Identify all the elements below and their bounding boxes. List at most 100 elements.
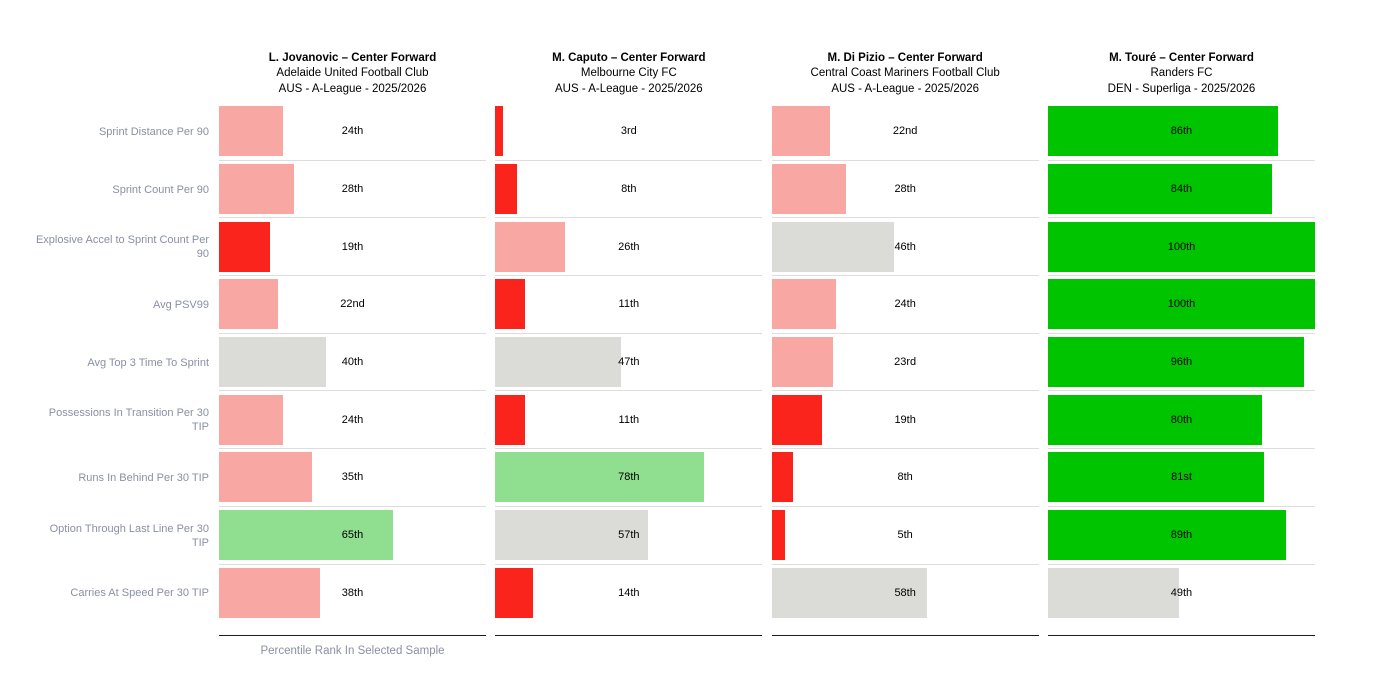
bar-cell: 11th: [495, 391, 763, 450]
percentile-value: 28th: [341, 183, 364, 196]
percentile-bar: [219, 568, 321, 619]
percentile-bar: [219, 337, 326, 388]
percentile-value: 35th: [341, 471, 364, 484]
bar-cell: 65th: [219, 507, 486, 565]
player-league: AUS - A-League - 2025/2026: [278, 82, 427, 95]
percentile-bar: [771, 221, 895, 272]
bar-cell: 23rd: [771, 334, 1039, 392]
percentile-bar: [771, 394, 823, 445]
player-club: Adelaide United Football Club: [276, 67, 429, 79]
percentile-bar: [495, 279, 525, 330]
percentile-value: 96th: [1170, 356, 1193, 369]
bar-cell: 19th: [771, 391, 1039, 450]
percentile-bar: [1047, 452, 1265, 503]
bar-cell: 14th: [495, 565, 762, 623]
x-axis-label: Percentile Rank In Selected Sample: [260, 645, 445, 658]
percentile-bar: [219, 221, 270, 272]
x-axis-line: [771, 635, 1039, 637]
bar-cell: 57th: [495, 507, 763, 565]
bar-cell: 24th: [771, 276, 1039, 334]
percentile-bar: [219, 279, 278, 330]
percentile-value: 49th: [1170, 587, 1193, 600]
percentile-value: 38th: [341, 587, 364, 600]
bar-cell: 8th: [771, 449, 1039, 507]
percentile-value: 100th: [1167, 298, 1196, 311]
metric-row: Possessions In Transition Per 30 TIP 24th…: [0, 391, 1396, 450]
percentile-value: 19th: [894, 413, 916, 426]
header-row: L. Jovanovic – Center Forward Adelaide Un…: [0, 0, 1396, 103]
metric-row: Avg PSV99 22nd 11th 24th 100th: [0, 276, 1396, 334]
percentile-value: 22nd: [892, 125, 918, 138]
player-club: Central Coast Mariners Football Club: [810, 67, 1000, 79]
percentile-value: 47th: [618, 356, 640, 369]
percentile-value: 24th: [341, 413, 364, 426]
percentile-value: 8th: [897, 471, 913, 484]
bar-cell: 100th: [1047, 276, 1315, 334]
percentile-value: 26th: [618, 240, 640, 253]
percentile-value: 40th: [341, 356, 364, 369]
metric-label: Option Through Last Line Per 30 TIP: [49, 522, 209, 549]
percentile-bar: [219, 510, 393, 561]
metric-label: Possessions In Transition Per 30 TIP: [48, 407, 209, 434]
metric-label: Explosive Accel to Sprint Count Per 90: [35, 234, 209, 261]
player-club: Melbourne City FC: [580, 67, 677, 79]
bar-cell: 26th: [495, 218, 763, 277]
player-name: M. Caputo – Center Forward: [552, 51, 706, 64]
percentile-bar: [495, 452, 704, 503]
percentile-value: 19th: [341, 240, 364, 253]
percentile-value: 22nd: [340, 298, 365, 311]
percentile-value: 57th: [618, 529, 640, 542]
bar-cell: 49th: [1047, 565, 1315, 623]
percentile-value: 24th: [894, 298, 916, 311]
bar-cell: 47th: [495, 334, 763, 392]
bar-cell: 28th: [771, 161, 1039, 219]
player-league: AUS - A-League - 2025/2026: [554, 82, 703, 95]
percentile-value: 100th: [1167, 240, 1196, 253]
percentile-value: 3rd: [620, 125, 637, 138]
bar-cell: 5th: [771, 507, 1039, 565]
percentile-bar: [1047, 164, 1273, 215]
percentile-bar: [771, 279, 836, 330]
bar-cell: 89th: [1047, 507, 1315, 565]
bar-cell: 11th: [495, 276, 763, 334]
percentile-value: 14th: [618, 587, 640, 600]
bar-cell: 8th: [495, 161, 763, 219]
metric-row: Runs In Behind Per 30 TIP 35th 78th 8th 81st: [0, 449, 1396, 507]
player-header: L. Jovanovic – Center Forward Adelaide Un…: [219, 51, 486, 98]
percentile-bar: [771, 106, 831, 157]
metric-row: Explosive Accel to Sprint Count Per 90 19…: [0, 218, 1396, 277]
axis-cell: Percentile Rank In Selected Sample: [219, 635, 486, 657]
percentile-value: 5th: [897, 529, 913, 542]
percentile-bar: [771, 164, 847, 215]
percentile-bar: [495, 221, 565, 272]
metric-label: Sprint Distance Per 90: [98, 125, 209, 138]
bar-cell: 46th: [771, 218, 1039, 277]
x-axis-line: [219, 635, 486, 637]
percentile-value: 86th: [1170, 125, 1193, 138]
player-name: M. Touré – Center Forward: [1109, 51, 1254, 64]
percentile-bar: [771, 510, 785, 561]
percentile-bar: [219, 452, 313, 503]
bar-cell: 86th: [1047, 103, 1315, 161]
percentile-value: 28th: [894, 183, 916, 196]
percentile-bar: [495, 568, 533, 619]
player-name: L. Jovanovic – Center Forward: [268, 51, 437, 64]
player-header: M. Caputo – Center Forward Melbourne City…: [495, 51, 762, 98]
bar-cell: 28th: [219, 161, 486, 219]
axis-row: Percentile Rank In Selected Sample: [0, 635, 1396, 657]
bar-cell: 35th: [219, 449, 486, 507]
percentile-value: 80th: [1170, 413, 1193, 426]
metric-row: Sprint Distance Per 90 24th 3rd 22nd 86th: [0, 103, 1396, 161]
metric-row: Avg Top 3 Time To Sprint 40th 47th 23rd 96th: [0, 334, 1396, 392]
metric-label: Avg PSV99: [152, 298, 209, 311]
percentile-value: 65th: [341, 529, 364, 542]
percentile-bar: [771, 337, 834, 388]
x-axis-line: [495, 635, 763, 637]
percentile-value: 46th: [894, 240, 916, 253]
axis-cell: [771, 635, 1039, 657]
percentile-value: 11th: [618, 413, 640, 426]
percentile-bar: [1047, 510, 1286, 561]
bar-cell: 100th: [1047, 218, 1315, 277]
bar-cell: 40th: [219, 334, 486, 392]
